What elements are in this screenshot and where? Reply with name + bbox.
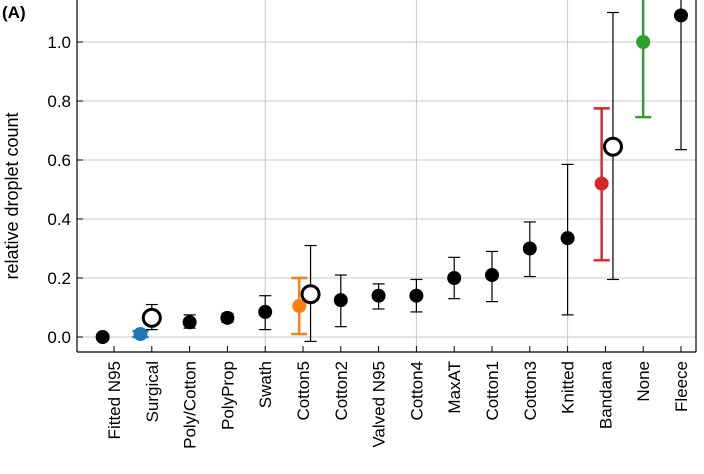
x-tick-label: Cotton4: [407, 361, 426, 421]
x-tick-label: None: [634, 361, 653, 402]
data-point: [95, 330, 110, 344]
error-bars: [132, 0, 687, 343]
x-tick-label: Cotton2: [332, 361, 351, 421]
x-tick-label: Knitted: [559, 361, 578, 414]
y-axis-label: relative droplet count: [2, 112, 22, 279]
data-point: [636, 35, 651, 49]
x-tick-label: Bandana: [596, 360, 615, 429]
y-tick-label: 0.4: [47, 210, 71, 229]
data-point: [292, 299, 307, 314]
x-tick-label: Fleece: [672, 361, 691, 412]
x-tick-label: Cotton5: [294, 361, 313, 421]
data-point: [409, 288, 424, 303]
x-tick-label: Valved N95: [370, 361, 389, 448]
grid: [77, 0, 696, 352]
x-tick-label: Swath: [256, 361, 275, 408]
data-point: [182, 315, 197, 330]
y-tick-label: 0.6: [47, 151, 71, 170]
y-tick-label: 0.2: [47, 269, 71, 288]
y-tick-label: 1.0: [47, 33, 71, 52]
panel-label: (A): [2, 3, 26, 22]
x-tick-label: Cotton1: [483, 361, 502, 421]
x-tick-labels: Fitted N95 Surgical Poly/Cotton PolyProp Swa…: [105, 360, 691, 448]
x-tick-label: Poly/Cotton: [181, 361, 200, 449]
y-tick-label: 0.0: [47, 328, 71, 347]
data-point-open: [300, 284, 321, 305]
x-tick-label: PolyProp: [218, 361, 237, 430]
data-point: [258, 304, 273, 319]
data-point-open: [602, 136, 623, 157]
x-tick-label: Surgical: [143, 361, 162, 422]
data-point-open: [141, 307, 162, 328]
x-tick-label: MaxAT: [445, 361, 464, 414]
data-point: [371, 288, 386, 303]
data-point: [333, 293, 348, 308]
y-tick-labels: 0.0 0.2 0.4 0.6 0.8 1.0: [47, 33, 71, 347]
data-point: [133, 327, 148, 342]
data-point: [674, 8, 688, 23]
data-point: [560, 231, 575, 246]
y-tick-label: 0.8: [47, 92, 71, 111]
data-point: [522, 241, 537, 256]
data-points: [95, 8, 688, 344]
data-point: [220, 310, 235, 325]
x-tick-label: Cotton3: [521, 361, 540, 421]
x-tick-label: Fitted N95: [105, 361, 124, 439]
data-point: [594, 176, 609, 191]
data-point: [485, 268, 499, 283]
data-point: [447, 271, 462, 285]
axes: [76, 0, 697, 353]
